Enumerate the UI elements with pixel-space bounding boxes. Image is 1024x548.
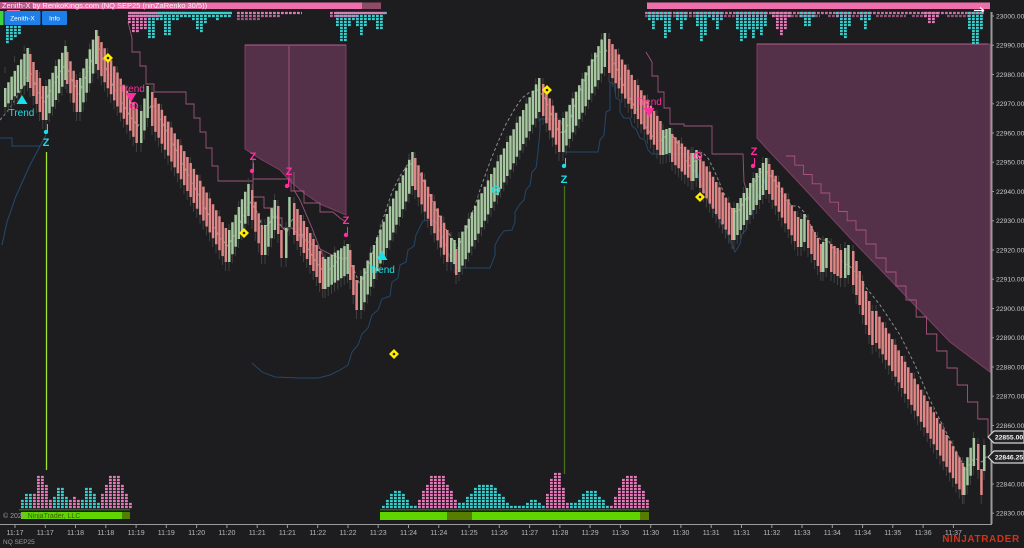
svg-text:11:31: 11:31 bbox=[733, 530, 750, 537]
svg-text:22940.00: 22940.00 bbox=[996, 189, 1024, 196]
svg-text:22846.25: 22846.25 bbox=[995, 455, 1024, 462]
svg-text:22860.00: 22860.00 bbox=[996, 423, 1024, 430]
svg-text:11:34: 11:34 bbox=[854, 530, 871, 537]
svg-text:Z: Z bbox=[286, 166, 293, 178]
svg-text:11:19: 11:19 bbox=[128, 530, 145, 537]
svg-text:© 2025 NinjaTrader, LLC: © 2025 NinjaTrader, LLC bbox=[3, 512, 80, 520]
svg-text:Z: Z bbox=[561, 174, 568, 186]
svg-text:22950.00: 22950.00 bbox=[996, 160, 1024, 167]
svg-text:Trend: Trend bbox=[636, 97, 662, 108]
svg-text:11:30: 11:30 bbox=[672, 530, 689, 537]
svg-text:22900.00: 22900.00 bbox=[996, 306, 1024, 313]
svg-text:Zenith-X by RenkoKings.com (NQ: Zenith-X by RenkoKings.com (NQ SEP25 (ni… bbox=[2, 1, 208, 10]
svg-text:11:37: 11:37 bbox=[945, 530, 962, 537]
svg-text:Z: Z bbox=[250, 151, 257, 163]
svg-text:22980.00: 22980.00 bbox=[996, 72, 1024, 79]
svg-text:22855.00: 22855.00 bbox=[995, 435, 1024, 442]
svg-text:11:20: 11:20 bbox=[188, 530, 205, 537]
svg-text:22840.00: 22840.00 bbox=[996, 481, 1024, 488]
svg-text:Trend: Trend bbox=[119, 84, 145, 95]
svg-text:Trend: Trend bbox=[369, 265, 395, 276]
svg-text:Info: Info bbox=[49, 16, 60, 23]
svg-text:NINJATRADER: NINJATRADER bbox=[942, 534, 1020, 545]
svg-text:11:30: 11:30 bbox=[642, 530, 659, 537]
svg-text:11:24: 11:24 bbox=[400, 530, 417, 537]
svg-text:NQ SEP25: NQ SEP25 bbox=[3, 539, 35, 546]
svg-text:22880.00: 22880.00 bbox=[996, 364, 1024, 371]
svg-text:11:22: 11:22 bbox=[340, 530, 357, 537]
svg-text:11:19: 11:19 bbox=[158, 530, 175, 537]
svg-text:11:25: 11:25 bbox=[461, 530, 478, 537]
svg-text:11:17: 11:17 bbox=[7, 530, 24, 537]
svg-text:11:20: 11:20 bbox=[218, 530, 235, 537]
svg-text:22830.00: 22830.00 bbox=[996, 511, 1024, 518]
svg-text:11:18: 11:18 bbox=[97, 530, 114, 537]
svg-text:Z: Z bbox=[751, 146, 758, 158]
svg-text:11:32: 11:32 bbox=[763, 530, 780, 537]
svg-text:22890.00: 22890.00 bbox=[996, 335, 1024, 342]
svg-text:22990.00: 22990.00 bbox=[996, 43, 1024, 50]
svg-text:11:29: 11:29 bbox=[582, 530, 599, 537]
svg-text:11:17: 11:17 bbox=[37, 530, 54, 537]
svg-text:22920.00: 22920.00 bbox=[996, 247, 1024, 254]
svg-text:11:34: 11:34 bbox=[824, 530, 841, 537]
svg-text:11:27: 11:27 bbox=[521, 530, 538, 537]
svg-text:22970.00: 22970.00 bbox=[996, 101, 1024, 108]
svg-text:11:28: 11:28 bbox=[551, 530, 568, 537]
svg-text:22870.00: 22870.00 bbox=[996, 394, 1024, 401]
svg-text:11:30: 11:30 bbox=[612, 530, 629, 537]
svg-text:22960.00: 22960.00 bbox=[996, 130, 1024, 137]
svg-text:23000.00: 23000.00 bbox=[996, 13, 1024, 20]
svg-text:Zenith-X: Zenith-X bbox=[10, 16, 35, 23]
svg-text:11:35: 11:35 bbox=[884, 530, 901, 537]
svg-text:22910.00: 22910.00 bbox=[996, 277, 1024, 284]
svg-text:11:21: 11:21 bbox=[279, 530, 296, 537]
svg-text:11:31: 11:31 bbox=[703, 530, 720, 537]
svg-text:11:26: 11:26 bbox=[491, 530, 508, 537]
svg-text:11:33: 11:33 bbox=[794, 530, 811, 537]
svg-text:11:18: 11:18 bbox=[67, 530, 84, 537]
svg-text:11:36: 11:36 bbox=[915, 530, 932, 537]
svg-text:Trend: Trend bbox=[9, 108, 35, 119]
svg-text:Z: Z bbox=[343, 215, 350, 227]
svg-text:11:23: 11:23 bbox=[370, 530, 387, 537]
svg-text:11:21: 11:21 bbox=[249, 530, 266, 537]
svg-text:11:24: 11:24 bbox=[430, 530, 447, 537]
svg-text:Z: Z bbox=[43, 137, 50, 149]
svg-text:11:22: 11:22 bbox=[309, 530, 326, 537]
svg-text:22930.00: 22930.00 bbox=[996, 218, 1024, 225]
